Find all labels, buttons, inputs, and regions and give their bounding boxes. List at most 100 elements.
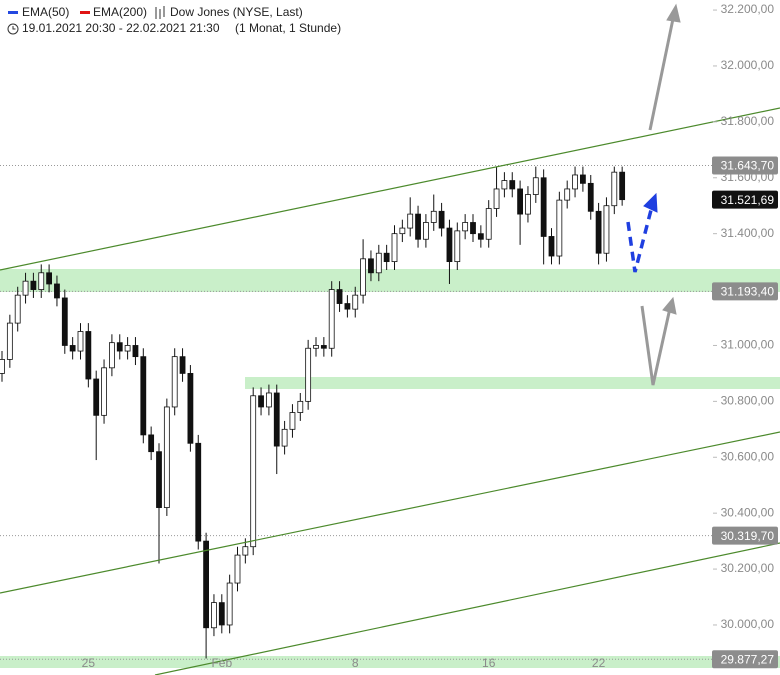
candle-body bbox=[407, 213, 414, 229]
candle-body bbox=[556, 199, 563, 257]
candle-body bbox=[336, 289, 343, 304]
candle-body bbox=[242, 546, 249, 556]
legend-label: EMA(50) bbox=[22, 5, 69, 19]
candle-body bbox=[289, 412, 296, 430]
candle-body bbox=[525, 194, 531, 215]
y-tick-label: 32.000,00 bbox=[721, 58, 775, 72]
x-tick-label: 22 bbox=[592, 656, 606, 670]
candle-body bbox=[462, 222, 469, 232]
candle-body bbox=[360, 258, 367, 296]
y-tick-label: 30.800,00 bbox=[721, 394, 775, 408]
legend-swatch bbox=[80, 11, 90, 14]
candle-body bbox=[281, 428, 288, 447]
candle-body bbox=[179, 356, 186, 374]
candle-body bbox=[187, 373, 194, 444]
y-tick-label: 32.200,00 bbox=[721, 2, 775, 16]
arrow bbox=[648, 13, 676, 131]
candle-body bbox=[328, 289, 335, 349]
candle-body bbox=[38, 272, 45, 290]
price-tag-label: 29.877,27 bbox=[721, 652, 775, 666]
candle-body bbox=[250, 395, 257, 548]
price-tag bbox=[712, 156, 778, 175]
interval: (1 Monat, 1 Stunde) bbox=[235, 21, 341, 35]
candle-body bbox=[0, 359, 5, 374]
candle-body bbox=[454, 230, 461, 263]
candle-body bbox=[619, 171, 626, 201]
price-tag-label: 31.643,70 bbox=[721, 159, 775, 173]
candle-body bbox=[14, 294, 21, 324]
candle-icon bbox=[155, 6, 165, 19]
arrowhead bbox=[643, 192, 658, 213]
candle-body bbox=[509, 180, 516, 190]
candle-body bbox=[226, 582, 233, 626]
y-tick-label: 31.000,00 bbox=[721, 338, 775, 352]
candle-body bbox=[171, 356, 178, 408]
candle-body bbox=[6, 322, 13, 360]
candle-body bbox=[501, 180, 508, 190]
candle-body bbox=[93, 378, 100, 416]
support-zone bbox=[0, 269, 780, 292]
candle-body bbox=[297, 400, 304, 413]
candle-body bbox=[477, 233, 484, 240]
price-tag-label: 30.319,70 bbox=[721, 529, 775, 543]
arrow bbox=[640, 305, 672, 386]
candle-body bbox=[611, 171, 618, 207]
legend-swatch bbox=[8, 11, 18, 14]
candle-body bbox=[305, 347, 312, 402]
legend-label: EMA(200) bbox=[93, 5, 147, 19]
candle-body bbox=[493, 188, 500, 209]
candle-body bbox=[446, 227, 453, 263]
candle-body bbox=[375, 252, 382, 274]
price-tag bbox=[712, 282, 778, 301]
candle-body bbox=[46, 272, 52, 285]
plot bbox=[0, 166, 626, 659]
candle-body bbox=[532, 177, 539, 195]
y-tick-label: 30.600,00 bbox=[721, 449, 775, 463]
y-tick-label: 30.200,00 bbox=[721, 561, 775, 575]
drawings bbox=[0, 3, 780, 675]
candle-body bbox=[211, 602, 217, 629]
candle-body bbox=[587, 182, 594, 212]
candle-body bbox=[109, 342, 115, 369]
candle-body bbox=[101, 367, 107, 416]
x-tick-label: 16 bbox=[482, 656, 496, 670]
candle-body bbox=[352, 294, 359, 310]
candle-body bbox=[85, 331, 92, 380]
y-tick-label: 31.800,00 bbox=[721, 114, 775, 128]
candle-body bbox=[234, 554, 241, 584]
candle-body bbox=[61, 297, 68, 346]
candle-body bbox=[265, 392, 272, 408]
arrow bbox=[626, 209, 653, 273]
candle-body bbox=[399, 227, 406, 235]
clock-icon bbox=[12, 26, 16, 30]
candle-body bbox=[195, 442, 202, 542]
candle-body bbox=[148, 434, 155, 453]
x-tick-label: 25 bbox=[82, 656, 96, 670]
candle-body bbox=[273, 392, 280, 447]
candle-body bbox=[540, 177, 547, 237]
candle-body bbox=[218, 602, 225, 626]
candle-body bbox=[383, 252, 390, 263]
current-price-label: 31.521,69 bbox=[721, 193, 775, 207]
trend-line bbox=[0, 107, 780, 271]
candle-body bbox=[116, 342, 123, 352]
trend-line bbox=[0, 431, 780, 594]
candle-body bbox=[163, 406, 170, 508]
arrowhead bbox=[666, 3, 681, 23]
candle-body bbox=[140, 356, 147, 436]
y-axis: 30.000,00 30.200,00 30.400,00 30.600,00 30.8… bbox=[82, 2, 778, 670]
candle-body bbox=[438, 210, 445, 229]
date-range: 19.01.2021 20:30 - 22.02.2021 21:30 bbox=[22, 21, 220, 35]
candle-body bbox=[54, 283, 60, 299]
candle-body bbox=[580, 174, 586, 184]
candle-body bbox=[258, 395, 264, 408]
y-tick-label: 31.400,00 bbox=[721, 226, 775, 240]
clock-icon bbox=[7, 23, 19, 35]
candle-body bbox=[470, 222, 476, 235]
candle-body bbox=[124, 345, 131, 352]
candle-body bbox=[203, 540, 210, 629]
trend-line bbox=[154, 542, 780, 675]
candle-body bbox=[430, 210, 437, 223]
x-tick-label: Feb bbox=[211, 656, 232, 670]
